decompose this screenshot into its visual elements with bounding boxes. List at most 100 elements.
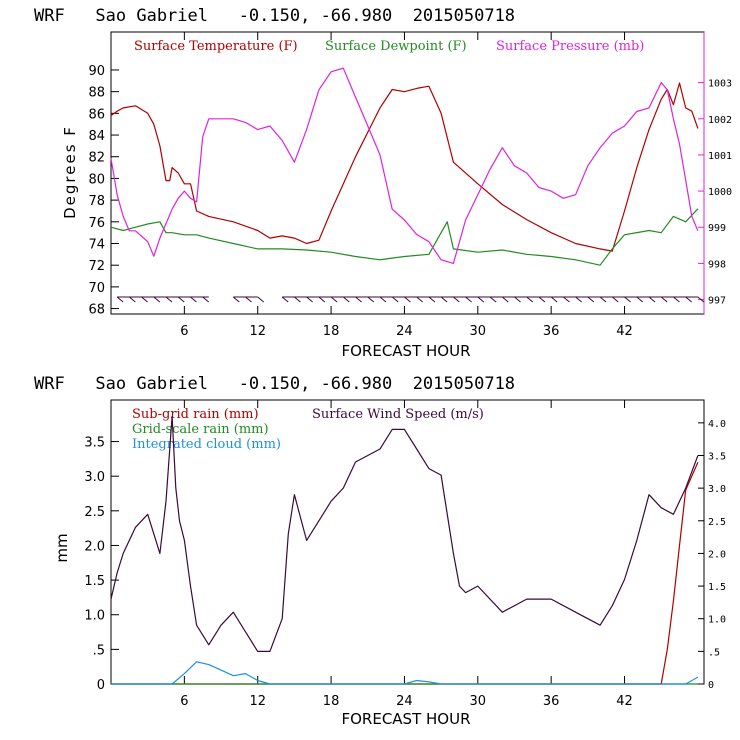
bottom-y2-tick-label: .5 bbox=[708, 647, 720, 658]
legend-surface-temperature: Surface Temperature (F) bbox=[134, 39, 298, 54]
wind-barb bbox=[190, 296, 197, 303]
wind-barb bbox=[477, 296, 485, 303]
top-y-tick-label: 70 bbox=[88, 281, 105, 296]
legend-integrated-cloud: Integrated cloud (mm) bbox=[132, 437, 281, 452]
wind-barb bbox=[465, 296, 472, 303]
top-y-tick-label: 72 bbox=[88, 259, 105, 274]
top-y-tick-label: 78 bbox=[88, 194, 105, 209]
wind-barb bbox=[318, 296, 326, 303]
top-x-tick-label: 42 bbox=[616, 324, 633, 339]
bottom-series-integrated-cloud-mm bbox=[111, 661, 699, 685]
wind-barb bbox=[648, 296, 656, 303]
bottom-y2-tick-label: 1.0 bbox=[708, 615, 726, 626]
top-x-tick-label: 24 bbox=[396, 324, 413, 339]
top-y-tick-label: 76 bbox=[88, 216, 105, 231]
bottom-chart-title: WRF Sao Gabriel -0.150, -66.980 20150507… bbox=[34, 374, 515, 394]
wind-barb bbox=[141, 296, 148, 303]
bottom-y2-tick-label: 4.0 bbox=[708, 419, 726, 430]
top-x-axis-label: FORECAST HOUR bbox=[341, 342, 470, 360]
bottom-y-axis-label: mm bbox=[53, 533, 71, 562]
wind-barb bbox=[563, 296, 570, 303]
bottom-y2-tick-label: 3.0 bbox=[708, 484, 726, 495]
top-x-tick-label: 6 bbox=[180, 324, 188, 339]
wind-barb bbox=[294, 296, 301, 303]
wind-barb bbox=[673, 296, 680, 303]
wind-barb bbox=[587, 296, 595, 303]
bottom-y-tick-label: .5 bbox=[93, 643, 105, 658]
wind-barb bbox=[575, 296, 582, 303]
wind-barb bbox=[116, 296, 124, 303]
wind-barb bbox=[697, 296, 705, 303]
wind-barb bbox=[379, 296, 387, 303]
top-y-tick-label: 88 bbox=[88, 86, 105, 101]
bottom-x-tick-label: 18 bbox=[323, 694, 340, 709]
legend-surface-wind-speed: Surface Wind Speed (m/s) bbox=[312, 407, 484, 422]
bottom-x-tick-label: 36 bbox=[543, 694, 560, 709]
top-series-surface-pressure-mb bbox=[110, 67, 699, 264]
bottom-x-tick-label: 12 bbox=[249, 694, 266, 709]
top-y-tick-label: 90 bbox=[88, 64, 105, 79]
wind-barb bbox=[404, 296, 411, 303]
top-plot-area: 6 12 18 24 30 36 42 68 70 72 74 76 78 80 82 84 86 88 90 997… bbox=[88, 31, 732, 339]
bottom-series-sub-grid-rain-mm bbox=[111, 462, 699, 685]
top-x-tick-label: 36 bbox=[543, 324, 560, 339]
bottom-y-tick-label: 3.0 bbox=[84, 470, 105, 485]
wind-barb bbox=[232, 296, 240, 303]
bottom-y-tick-label: 0 bbox=[97, 678, 105, 693]
top-x-tick-label: 12 bbox=[249, 324, 266, 339]
wind-barb bbox=[685, 296, 692, 303]
wind-barb bbox=[165, 296, 173, 303]
legend-surface-pressure: Surface Pressure (mb) bbox=[496, 39, 644, 54]
bottom-y2-tick-label: 1.5 bbox=[708, 582, 726, 593]
top-y-tick-label: 82 bbox=[88, 151, 105, 166]
wind-barb bbox=[342, 296, 350, 303]
top-y2-tick-label: 1000 bbox=[708, 187, 732, 198]
top-chart-title: WRF Sao Gabriel -0.150, -66.980 20150507… bbox=[34, 6, 515, 26]
wind-barb bbox=[550, 296, 558, 303]
bottom-y-tick-label: 2.0 bbox=[84, 539, 105, 554]
wind-barb bbox=[257, 296, 265, 303]
top-y-tick-label: 80 bbox=[88, 172, 105, 187]
wind-barb bbox=[330, 296, 338, 303]
bottom-y2-tick-label: 0 bbox=[708, 680, 714, 691]
wind-barb bbox=[177, 296, 185, 303]
wind-barb bbox=[538, 296, 546, 303]
bottom-series-surface-wind-speed-m-s bbox=[110, 415, 699, 653]
bottom-y-tick-label: 1.0 bbox=[84, 609, 105, 624]
top-y-axis-label: Degrees F bbox=[61, 125, 79, 219]
top-series-surface-dewpoint-f bbox=[110, 208, 699, 266]
top-y2-tick-label: 1003 bbox=[708, 79, 732, 90]
top-x-tick-label: 30 bbox=[470, 324, 487, 339]
legend-subgrid-rain: Sub-grid rain (mm) bbox=[132, 407, 259, 422]
top-plot-frame bbox=[110, 31, 705, 315]
wind-barb bbox=[245, 296, 252, 303]
legend-surface-dewpoint: Surface Dewpoint (F) bbox=[325, 39, 467, 54]
top-y-tick-label: 86 bbox=[88, 107, 105, 122]
wind-barb bbox=[660, 296, 668, 303]
bottom-x-tick-label: 6 bbox=[180, 694, 188, 709]
wind-barb bbox=[153, 296, 161, 303]
wind-barb bbox=[440, 296, 448, 303]
wind-barb bbox=[489, 296, 497, 303]
wind-barb bbox=[636, 296, 644, 303]
top-y2-tick-label: 998 bbox=[708, 259, 726, 270]
bottom-plot-area: 6 12 18 24 30 36 42 0 .5 1.0 1.5 2.0 2.5 3.0 3.5 0 .5 1.0… bbox=[84, 399, 726, 709]
bottom-x-tick-label: 24 bbox=[396, 694, 413, 709]
wind-barb bbox=[453, 296, 460, 303]
wind-barb bbox=[355, 296, 362, 303]
wind-barb bbox=[306, 296, 313, 303]
bottom-x-axis-label: FORECAST HOUR bbox=[341, 710, 470, 728]
top-y2-tick-label: 997 bbox=[708, 296, 726, 307]
top-y-tick-label: 68 bbox=[88, 303, 105, 318]
top-y2-tick-label: 1001 bbox=[708, 151, 732, 162]
top-y-tick-label: 74 bbox=[88, 238, 105, 253]
top-y2-tick-label: 1002 bbox=[708, 115, 732, 126]
bottom-x-tick-label: 42 bbox=[616, 694, 633, 709]
top-x-tick-label: 18 bbox=[323, 324, 340, 339]
wind-barb bbox=[514, 296, 521, 303]
top-y-tick-label: 84 bbox=[88, 129, 105, 144]
bottom-y-tick-label: 1.5 bbox=[84, 574, 105, 589]
wind-barb bbox=[202, 296, 210, 303]
legend-gridscale-rain: Grid-scale rain (mm) bbox=[132, 422, 269, 437]
bottom-y2-tick-label: 2.0 bbox=[708, 549, 726, 560]
